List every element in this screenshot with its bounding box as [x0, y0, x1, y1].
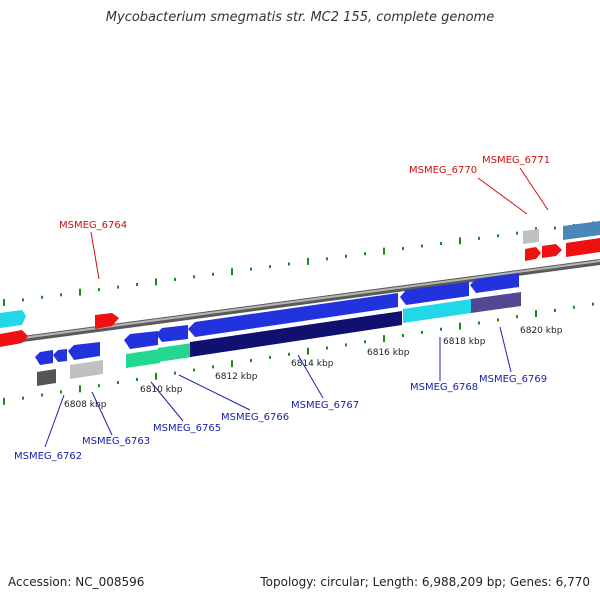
- gene-block-steel-6771[interactable]: [563, 221, 600, 240]
- gene-label-6764[interactable]: MSMEG_6764: [59, 220, 127, 231]
- gene-label-6762[interactable]: MSMEG_6762: [14, 451, 82, 462]
- gene-arrow-blue-6762a[interactable]: [35, 350, 53, 365]
- gene-arrow-cyan-left-edge[interactable]: [0, 310, 26, 328]
- leader-6770: [477, 177, 528, 215]
- leader-6771: [519, 167, 549, 211]
- gene-arrow-blue-6766a[interactable]: [156, 325, 188, 342]
- gene-label-6766[interactable]: MSMEG_6766: [221, 412, 289, 423]
- gene-block-gray-light-6763[interactable]: [70, 360, 103, 379]
- accession-text: Accession: NC_008596: [8, 575, 145, 589]
- gene-label-6771[interactable]: MSMEG_6771: [482, 155, 550, 166]
- leader-6765: [150, 381, 184, 422]
- gene-label-6767[interactable]: MSMEG_6767: [291, 400, 359, 411]
- outer-tick-track: [3, 221, 594, 306]
- gene-block-navy-6767[interactable]: [190, 311, 402, 357]
- leader-6767: [297, 354, 324, 399]
- map-title: Mycobacterium smegmatis str. MC2 155, co…: [105, 10, 495, 25]
- label-leader-lines: [44, 167, 549, 448]
- leader-6769: [499, 326, 512, 373]
- genome-summary-text: Topology: circular; Length: 6,988,209 bp…: [260, 575, 590, 589]
- leader-6764: [90, 231, 100, 280]
- scale-label-6810: 6810 kbp: [140, 385, 183, 395]
- gene-arrow-red-6770[interactable]: [525, 247, 541, 261]
- scale-label-6816: 6816 kbp: [367, 348, 410, 358]
- inner-tick-track: [3, 302, 594, 405]
- gene-label-6768[interactable]: MSMEG_6768: [410, 382, 478, 393]
- gene-arrow-blue-6763[interactable]: [68, 342, 100, 360]
- gene-block-cyan-6768[interactable]: [403, 299, 471, 323]
- gene-features: [0, 221, 600, 386]
- leader-6763: [91, 391, 113, 436]
- gene-arrow-blue-6767[interactable]: [188, 293, 398, 337]
- gene-arrow-blue-6769[interactable]: [470, 273, 519, 293]
- leader-6762: [44, 394, 65, 448]
- scale-label-6818: 6818 kbp: [443, 337, 486, 347]
- gene-label-6763[interactable]: MSMEG_6763: [82, 436, 150, 447]
- gene-labels: MSMEG_6764 MSMEG_6770 MSMEG_6771 MSMEG_6…: [14, 155, 550, 462]
- gene-block-red-right-edge[interactable]: [566, 238, 600, 257]
- gene-block-teal-6766[interactable]: [158, 343, 192, 362]
- gene-arrow-blue-6762b[interactable]: [53, 349, 67, 362]
- scale-label-6812: 6812 kbp: [215, 372, 258, 382]
- gene-label-6769[interactable]: MSMEG_6769: [479, 374, 547, 385]
- gene-block-gray-dark-6762[interactable]: [37, 369, 56, 386]
- scale-label-6814: 6814 kbp: [291, 359, 334, 369]
- gene-arrow-red-6771[interactable]: [542, 244, 562, 258]
- gene-block-gray-light-6770[interactable]: [523, 229, 539, 244]
- gene-arrow-blue-6768[interactable]: [400, 282, 469, 305]
- scale-label-6808: 6808 kbp: [64, 400, 107, 410]
- gene-label-6765[interactable]: MSMEG_6765: [153, 423, 221, 434]
- gene-arrow-blue-6765[interactable]: [124, 331, 158, 349]
- leader-6766: [178, 374, 251, 411]
- gene-arrow-red-6764[interactable]: [95, 313, 119, 329]
- gene-arrow-red-left-edge[interactable]: [0, 330, 28, 347]
- scale-labels: 6808 kbp 6810 kbp 6812 kbp 6814 kbp 6816…: [64, 326, 563, 410]
- gene-block-purple-6769[interactable]: [471, 292, 521, 313]
- gene-label-6770[interactable]: MSMEG_6770: [409, 165, 477, 176]
- scale-label-6820: 6820 kbp: [520, 326, 563, 336]
- gene-block-teal-6765[interactable]: [126, 349, 160, 368]
